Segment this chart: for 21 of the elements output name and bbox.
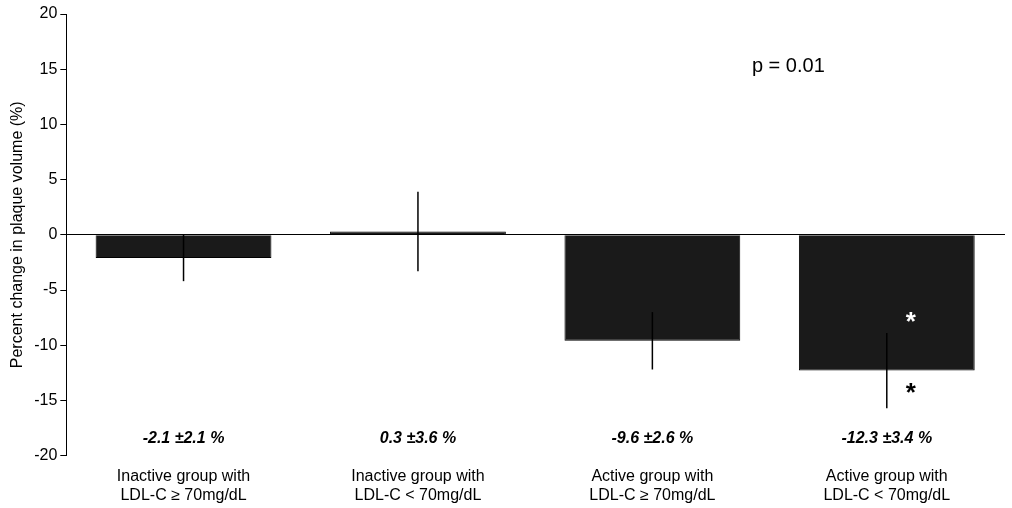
y-tick-label: 5: [48, 170, 58, 188]
y-tick-label: -5: [43, 280, 58, 298]
annotation: *: [905, 306, 917, 337]
y-tick-label: -20: [34, 446, 58, 464]
x-tick-label: Inactive group with LDL-C ≥ 70mg/dL: [116, 466, 251, 503]
x-tick-label: Active group with LDL-C < 70mg/dL: [823, 466, 951, 503]
annotation: -12.3 ±3.4 %: [841, 429, 933, 447]
annotation: *: [905, 376, 917, 407]
annotation: -9.6 ±2.6 %: [611, 429, 694, 447]
annotation: 0.3 ±3.6 %: [379, 429, 457, 447]
y-tick-label: 10: [39, 114, 58, 132]
annotation: p = 0.01: [751, 53, 825, 76]
x-tick-label: Inactive group with LDL-C < 70mg/dL: [351, 466, 485, 503]
y-tick-label: 15: [39, 59, 58, 77]
x-tick-label: Active group with LDL-C ≥ 70mg/dL: [589, 466, 716, 503]
y-tick-label: 20: [39, 4, 58, 22]
y-tick-label: -10: [34, 335, 58, 353]
y-tick-label: -15: [34, 390, 58, 408]
y-axis-title: Percent change in plaque volume (%): [8, 101, 26, 369]
y-tick-label: 0: [48, 225, 58, 243]
annotation: -2.1 ±2.1 %: [142, 429, 225, 447]
